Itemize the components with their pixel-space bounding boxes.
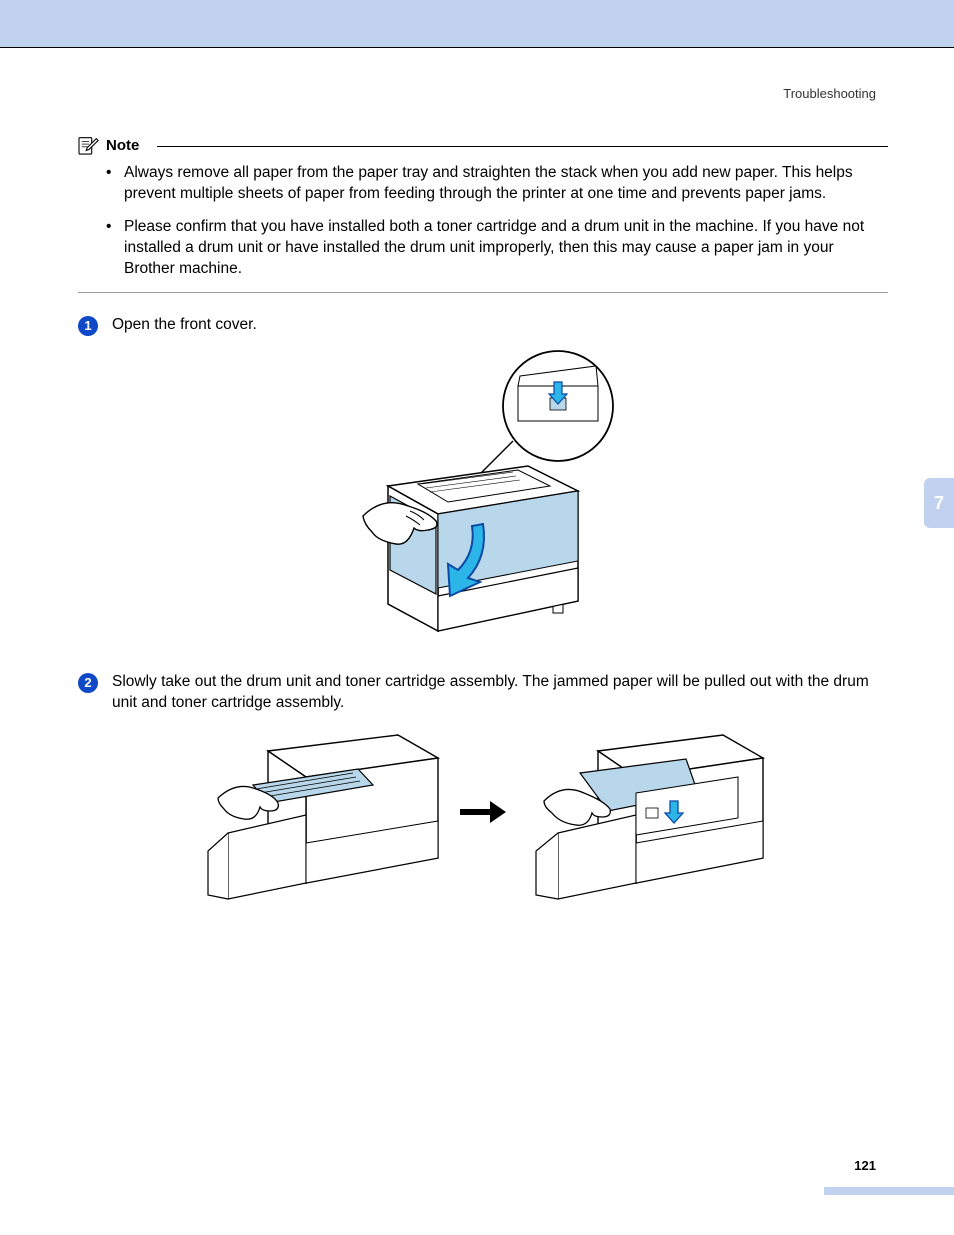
printer-open-cover-illustration <box>328 346 638 646</box>
note-end-rule <box>78 292 888 293</box>
note-item: Please confirm that you have installed b… <box>110 217 888 280</box>
page-content: Note Always remove all paper from the pa… <box>78 135 888 929</box>
printer-remove-drum-illustration <box>198 723 448 903</box>
bottom-accent-bar <box>824 1187 954 1195</box>
printer-pull-paper-illustration <box>518 723 768 903</box>
step-text: Slowly take out the drum unit and toner … <box>112 672 888 714</box>
chapter-tab: 7 <box>924 478 954 528</box>
top-accent-bar <box>0 0 954 48</box>
step-row: 1 Open the front cover. <box>78 315 888 336</box>
note-label: Note <box>106 137 139 154</box>
figure-step-2 <box>78 723 888 903</box>
page-number: 121 <box>854 1158 876 1173</box>
step-text: Open the front cover. <box>112 315 257 336</box>
step-row: 2 Slowly take out the drum unit and tone… <box>78 672 888 714</box>
note-icon <box>78 135 100 155</box>
step-number-badge: 2 <box>78 673 98 693</box>
note-item: Always remove all paper from the paper t… <box>110 163 888 205</box>
note-rule <box>157 146 888 147</box>
figure-step-1 <box>78 346 888 646</box>
note-header: Note <box>78 135 888 155</box>
step-number-badge: 1 <box>78 316 98 336</box>
note-list: Always remove all paper from the paper t… <box>78 163 888 280</box>
sequence-arrow-icon <box>458 792 508 834</box>
section-header: Troubleshooting <box>783 86 876 101</box>
